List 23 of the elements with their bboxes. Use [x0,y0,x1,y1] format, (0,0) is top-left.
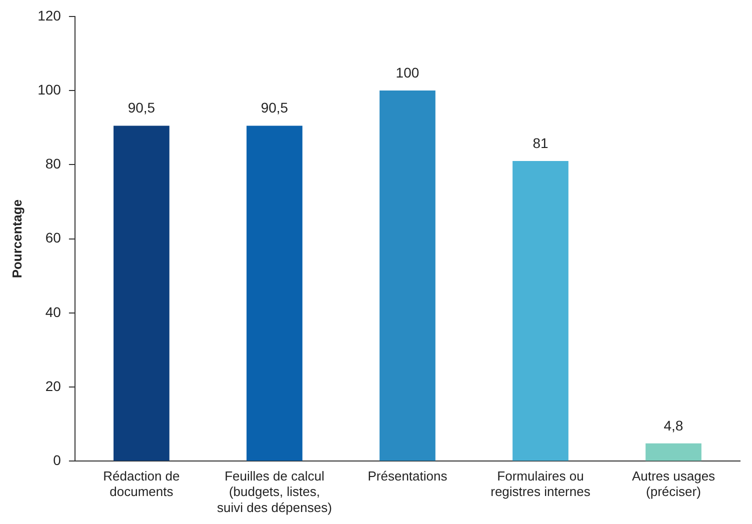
x-tick-label: Autres usages (préciser) [632,468,716,500]
y-tick-label: 0 [53,452,62,468]
data-label: 81 [532,134,548,151]
y-tick-label: 80 [45,156,62,172]
data-label: 4,8 [664,417,684,434]
bar [114,126,170,461]
y-tick-label: 40 [45,304,62,320]
bar [380,90,436,461]
bar [646,443,702,461]
x-tick-label: Feuilles de calcul (budgets, listes, suivi des dépenses) [217,468,332,515]
data-label: 100 [396,64,420,80]
x-tick-label: Rédaction de documents [103,468,180,500]
bar [512,160,568,461]
data-label: 90,5 [260,100,288,116]
y-tick-label: 100 [38,81,62,98]
y-tick-label: 20 [45,378,62,394]
data-label: 90,5 [128,100,156,116]
x-tick-label: Formulaires ou registres internes [490,468,591,500]
bar [246,126,302,461]
y-tick-label: 60 [45,230,62,246]
y-tick-label: 120 [38,7,62,24]
y-axis-title: Pourcentage [9,199,24,278]
x-tick-label: Présentations [368,468,448,484]
